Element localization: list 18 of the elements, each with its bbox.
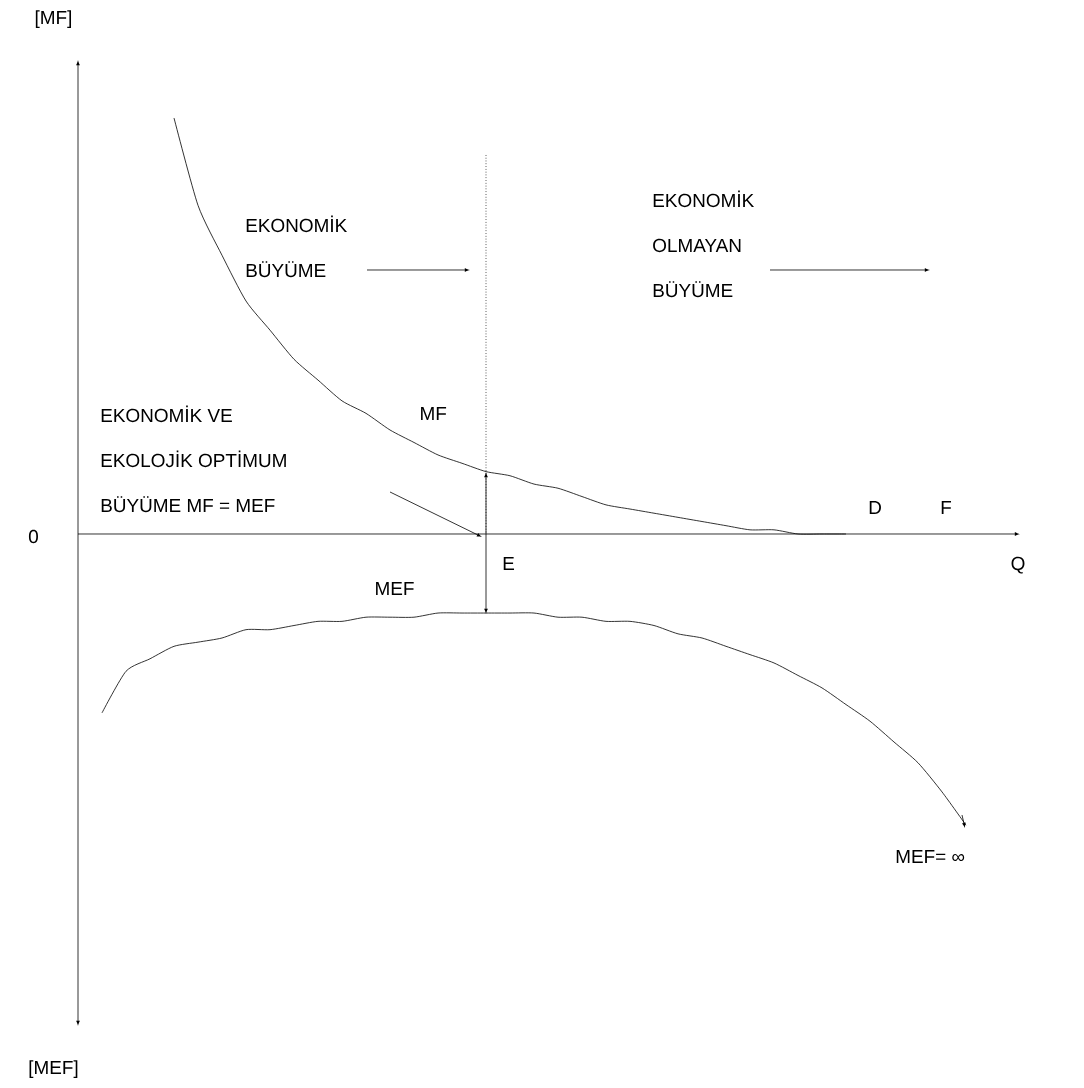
- series-label: MF: [421, 406, 447, 420]
- annotation: BÜYÜME: [653, 281, 733, 298]
- annotation: E: [503, 556, 515, 570]
- x-axis-title: Q: [1011, 556, 1025, 574]
- text: [MEF]: [29, 1060, 78, 1078]
- annotation: OLMAYAN: [653, 238, 741, 253]
- annotation: F: [941, 500, 952, 514]
- annotation: EKONOMİK: [246, 215, 348, 233]
- text: 0: [28, 529, 38, 544]
- annotation: EKONOMİK: [653, 190, 755, 208]
- text: MEF= ∞: [896, 849, 965, 863]
- annotation: EKONOMİK VE: [101, 405, 232, 423]
- annotation: EKOLOJİK OPTİMUM: [101, 450, 286, 468]
- annotation: D: [869, 500, 881, 514]
- annotation: BÜYÜME MF = MEF: [101, 496, 275, 513]
- y-axis-title: [MF]: [35, 10, 72, 28]
- series-label: MEF: [376, 581, 414, 595]
- annotation: BÜYÜME: [246, 261, 326, 278]
